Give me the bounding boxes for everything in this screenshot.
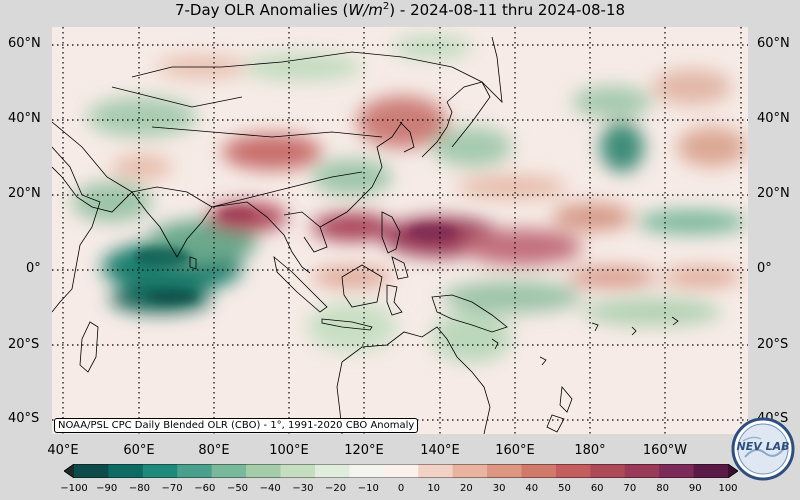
lon-label: 60°E xyxy=(123,443,155,458)
colorbar xyxy=(64,464,738,478)
map-title: 7-Day OLR Anomalies (W/m2) - 2024-08-11 … xyxy=(0,1,800,19)
colorbar-tick-label: 100 xyxy=(718,483,738,494)
colorbar-tick-label: 90 xyxy=(688,483,702,494)
lon-label: 160°W xyxy=(642,443,688,458)
title-unit-exponent: 2 xyxy=(382,1,390,12)
logo-text: NEV LAB xyxy=(737,440,790,453)
colorbar-segment xyxy=(693,464,729,478)
colorbar-segment xyxy=(314,464,350,478)
colorbar-segment xyxy=(418,464,454,478)
lat-label-right: 20°S xyxy=(757,337,789,352)
lat-label-left: 40°S xyxy=(8,411,40,426)
olr-anomaly-map xyxy=(52,27,748,434)
colorbar-segment xyxy=(74,464,109,478)
lon-label: 160°E xyxy=(495,443,535,458)
colorbar-segment xyxy=(177,464,213,478)
colorbar-max-extension xyxy=(728,464,738,478)
colorbar-tick-label: 40 xyxy=(525,483,539,494)
lat-label-right: 60°N xyxy=(757,36,790,51)
colorbar-segment xyxy=(211,464,247,478)
colorbar-tick-label: −50 xyxy=(226,483,249,494)
lat-label-left: 20°S xyxy=(8,337,40,352)
colorbar-segment xyxy=(659,464,695,478)
lat-label-right: 40°N xyxy=(757,111,790,126)
title-date-range: ) - 2024-08-11 thru 2024-08-18 xyxy=(389,1,626,19)
colorbar-segment xyxy=(280,464,316,478)
lon-label: 80°E xyxy=(198,443,230,458)
lon-label: 40°E xyxy=(47,443,79,458)
lat-label-left: 60°N xyxy=(8,36,41,51)
colorbar-tick-label: 80 xyxy=(656,483,669,494)
colorbar-tick-label: −100 xyxy=(60,483,88,494)
colorbar-segment xyxy=(349,464,385,478)
colorbar-tick-label: 20 xyxy=(460,483,473,494)
colorbar-tick-label: −30 xyxy=(292,483,314,494)
colorbar-tick-label: 70 xyxy=(623,483,637,494)
colorbar-tick-label: −70 xyxy=(161,483,183,494)
colorbar-tick-label: 50 xyxy=(558,483,571,494)
colorbar-tick-label: −90 xyxy=(96,483,118,494)
colorbar-segment xyxy=(246,464,282,478)
colorbar-segment xyxy=(555,464,591,478)
colorbar-segment xyxy=(590,464,626,478)
nevlab-logo: NEV LAB xyxy=(731,417,795,481)
colorbar-min-extension xyxy=(64,464,74,478)
colorbar-tick-label: −20 xyxy=(325,483,347,494)
colorbar-tick-label: 30 xyxy=(492,483,506,494)
lat-label-left: 0° xyxy=(26,261,41,276)
colorbar-segment xyxy=(521,464,557,478)
colorbar-segment xyxy=(452,464,488,478)
lat-label-right: 0° xyxy=(757,261,772,276)
lon-label: 180° xyxy=(574,443,606,458)
colorbar-tick-label: 0 xyxy=(397,483,405,494)
colorbar-tick-label: −40 xyxy=(259,483,281,494)
lon-label: 120°E xyxy=(344,443,384,458)
colorbar-tick-label: 10 xyxy=(427,483,441,494)
lat-label-left: 20°N xyxy=(8,186,41,201)
lon-label: 100°E xyxy=(269,443,309,458)
colorbar-segment xyxy=(142,464,178,478)
title-prefix: 7-Day OLR Anomalies ( xyxy=(174,1,349,19)
colorbar-segment xyxy=(108,464,144,478)
data-source-credit: NOAA/PSL CPC Daily Blended OLR (CBO) - 1… xyxy=(54,418,419,433)
colorbar-tick-label: 60 xyxy=(590,483,604,494)
lat-label-left: 40°N xyxy=(8,111,41,126)
colorbar-segment xyxy=(383,464,419,478)
lat-label-right: 20°N xyxy=(757,186,790,201)
colorbar-tick-label: −60 xyxy=(194,483,216,494)
colorbar-tick-label: −80 xyxy=(128,483,150,494)
colorbar-segment xyxy=(487,464,522,478)
colorbar-segment xyxy=(624,464,660,478)
title-unit: W/m xyxy=(348,1,383,19)
lon-label: 140°E xyxy=(420,443,460,458)
colorbar-tick-label: −10 xyxy=(357,483,379,494)
